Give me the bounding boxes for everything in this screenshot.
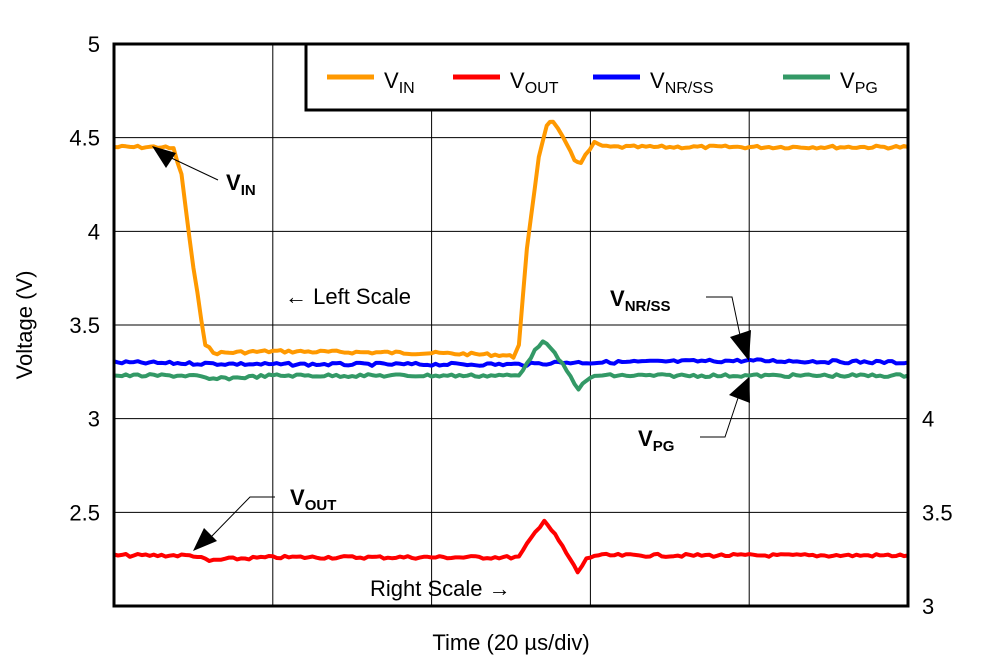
series-line-nrss [113,357,909,368]
legend: VIN VOUT VNR/SS VPG [304,42,910,112]
svg-text:VOUT: VOUT [290,485,336,514]
series-line-pg [113,339,909,392]
annotation-vout: VOUT [193,485,336,551]
svg-text:VPG: VPG [638,426,674,455]
legend-item-nrss: VNR/SS [593,68,714,97]
arrow-icon [730,330,751,361]
series-line-in [113,119,909,360]
annotation-vin: VIN [152,146,256,199]
grid [114,44,908,606]
right-scale-label: Right Scale → [370,576,511,601]
arrow-icon [193,528,217,551]
legend-label: VIN [384,68,415,97]
arrow-icon [152,146,176,168]
arrow-icon [729,377,750,403]
x-axis-label: Time (20 µs/div) [432,630,589,655]
legend-label: VPG [840,68,878,97]
left-scale-label: ← Left Scale [285,284,411,309]
annotation-vpg: VPG [638,377,750,455]
annotation-vnrss: VNR/SS [610,286,751,361]
y2-tick-label: 3.5 [922,500,953,525]
legend-label: VOUT [510,68,559,97]
tick-labels: 5 4.5 4 3.5 3 2.5 4 3.5 3 [69,32,952,619]
legend-item-pg: VPG [783,68,878,97]
y-tick-label: 4 [88,219,100,244]
y2-tick-label: 4 [922,407,934,432]
legend-label: VNR/SS [650,68,714,97]
y-tick-label: 4.5 [69,126,100,151]
y-axis-label: Voltage (V) [12,271,37,380]
svg-text:VIN: VIN [226,170,256,199]
y-tick-label: 2.5 [69,500,100,525]
y-tick-label: 3 [88,407,100,432]
series-lines [113,119,909,575]
y-tick-label: 3.5 [69,313,100,338]
legend-item-in: VIN [327,68,415,97]
y2-tick-label: 3 [922,594,934,619]
legend-item-out: VOUT [453,68,559,97]
y-tick-label: 5 [88,32,100,57]
series-line-out [113,518,909,575]
svg-text:VNR/SS: VNR/SS [610,286,671,315]
